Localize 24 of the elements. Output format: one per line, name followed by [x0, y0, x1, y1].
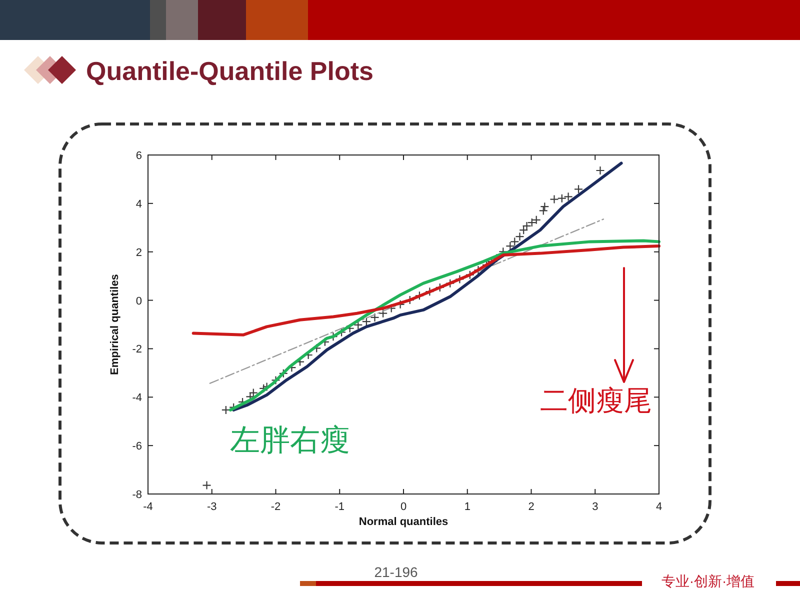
x-tick-label: -3 [206, 501, 217, 513]
y-tick-label: -4 [132, 392, 142, 404]
x-tick-label: -1 [334, 501, 345, 513]
x-tick-label: 1 [464, 501, 470, 513]
x-tick-label: 4 [656, 501, 662, 513]
x-tick-label: 3 [592, 501, 598, 513]
x-tick-label: -4 [143, 501, 153, 513]
y-tick-label: 2 [136, 246, 142, 259]
x-tick-label: 2 [528, 501, 534, 513]
y-tick-label: 0 [136, 295, 142, 308]
y-tick-label: 6 [136, 150, 142, 162]
annotation: 21-196 [374, 564, 418, 580]
y-tick-label: -6 [132, 440, 142, 453]
annotation: 专业·创新·增值 [661, 573, 755, 589]
x-axis-title: Normal quantiles [358, 516, 448, 528]
y-tick-label: 4 [136, 198, 142, 210]
y-tick-label: -8 [132, 489, 142, 501]
annotation: 二侧瘦尾 [540, 384, 652, 417]
x-tick-label: -2 [270, 501, 281, 513]
y-tick-label: -2 [132, 344, 142, 356]
title: Quantile-Quantile Plots [86, 56, 374, 86]
y-axis-title: Empirical quantiles [109, 274, 121, 375]
annotation: 左胖右瘦 [230, 423, 350, 458]
x-tick-label: 0 [400, 501, 407, 513]
